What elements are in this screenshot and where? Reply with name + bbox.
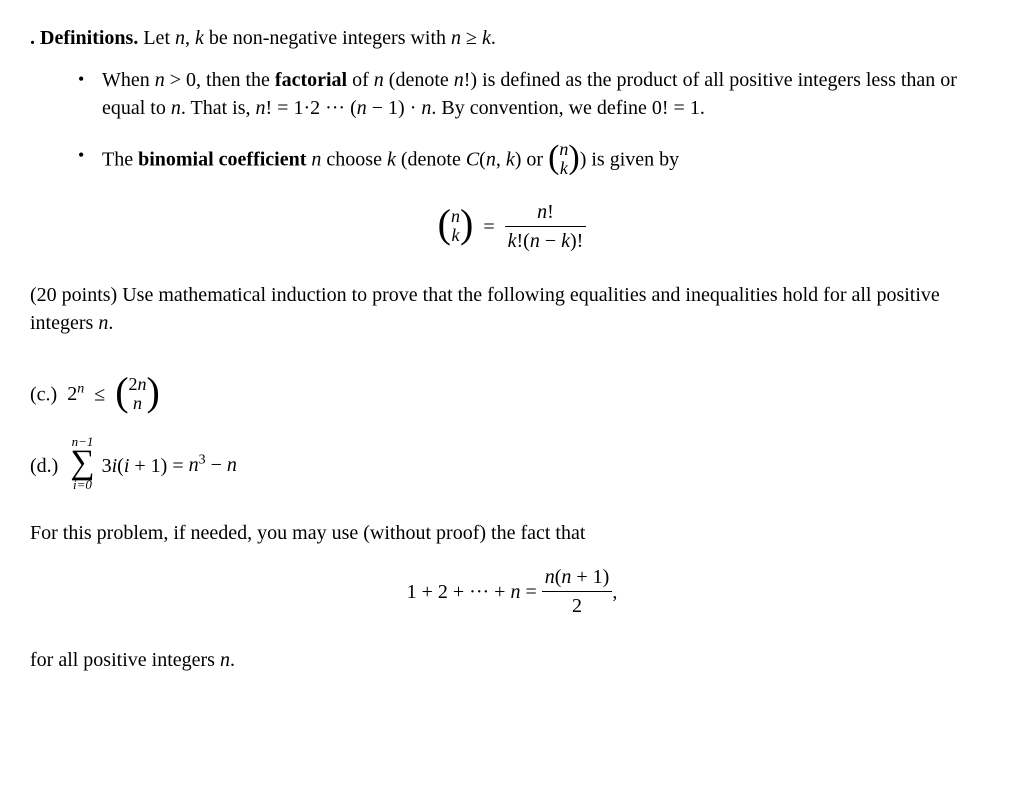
bullet-factorial: When n > 0, then the factorial of n (den… — [90, 66, 994, 122]
part-c: (c.) 2n ≤ ( 2n n ) — [30, 377, 994, 415]
defs-intro-text: Let n, k be non-negative integers with n… — [138, 27, 496, 49]
part-d: (d.) n−1 ∑ i=0 3i(i + 1) = n3 − n — [30, 439, 994, 496]
equation-binomial-def: ( n k ) = n! k!(n − k)! — [30, 200, 994, 257]
definitions-heading: . Definitions. Let n, k be non-negative … — [30, 24, 994, 52]
hint-line: For this problem, if needed, you may use… — [30, 519, 994, 547]
points-line: (20 points) Use mathematical induction t… — [30, 281, 994, 337]
bullet-list: When n > 0, then the factorial of n (den… — [30, 66, 994, 180]
inline-binom: ( n k ) — [548, 142, 580, 180]
bullet-binomial: The binomial coefficient n choose k (den… — [90, 142, 994, 180]
summation-symbol: n−1 ∑ i=0 — [70, 435, 94, 492]
equation-triangular: 1 + 2 + ··· + n = n(n + 1) 2 , — [30, 565, 994, 622]
for-all-line: for all positive integers n. — [30, 646, 994, 674]
